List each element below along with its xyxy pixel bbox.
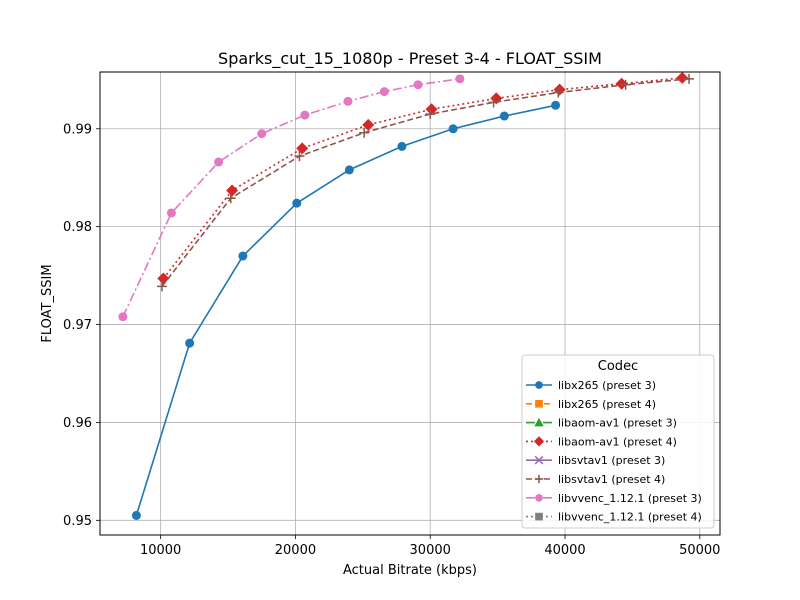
data-point [684, 73, 694, 84]
plot-frame [99, 71, 721, 536]
data-point [676, 71, 689, 84]
data-point [257, 129, 267, 139]
legend-title: Codec [598, 359, 638, 374]
data-point [157, 272, 170, 285]
legend-label: libsvtav1 (preset 3) [558, 454, 665, 467]
legend-label: libx265 (preset 3) [558, 379, 656, 392]
data-point [225, 193, 236, 204]
data-point [413, 80, 423, 90]
series-line [122, 78, 460, 318]
data-point [379, 87, 389, 97]
series-0 [131, 100, 561, 520]
legend-label: libaom-av1 (preset 3) [558, 417, 677, 430]
y-tick-label: 0.98 [63, 220, 92, 235]
x-tick-label: 10000 [140, 543, 181, 558]
data-point [359, 127, 370, 138]
legend-marker [535, 381, 543, 389]
data-point [551, 100, 561, 110]
legend-marker [535, 399, 543, 408]
axes: 10000 20000 30000 40000 50000 0.95 0.96 0.97 0.9… [63, 122, 720, 558]
data-point [166, 208, 176, 218]
x-tick-label: 40000 [544, 543, 585, 558]
data-point [620, 79, 631, 90]
y-axis-label: FLOAT_SSIM [40, 264, 55, 342]
data-point [118, 312, 128, 322]
data-point [343, 96, 353, 106]
data-point [131, 510, 141, 520]
x-tick-label: 30000 [410, 543, 451, 558]
data-point [226, 184, 239, 197]
data-point [214, 157, 224, 167]
data-point [455, 74, 465, 84]
legend-marker [535, 512, 543, 521]
legend-label: libvvenc_1.12.1 (preset 3) [558, 492, 702, 505]
data-point [292, 198, 302, 208]
x-axis-label: Actual Bitrate (kbps) [343, 563, 477, 578]
data-point [157, 281, 167, 292]
legend-label: libvvenc_1.12.1 (preset 4) [558, 511, 702, 524]
legend-marker [534, 455, 544, 465]
data-point [448, 124, 458, 134]
data-point [294, 151, 305, 162]
data-point [499, 111, 509, 121]
series-layer [118, 71, 694, 520]
legend-marker [534, 474, 544, 484]
data-point [362, 118, 375, 131]
series-5 [157, 73, 694, 292]
legend-label: libaom-av1 (preset 4) [558, 435, 677, 448]
chart-title: Sparks_cut_15_1080p - Preset 3-4 - FLOAT… [218, 49, 602, 69]
data-point [488, 97, 499, 108]
legend-label: libx265 (preset 4) [558, 398, 656, 411]
legend-label: libsvtav1 (preset 4) [558, 473, 665, 486]
legend-marker [533, 436, 545, 447]
data-point [425, 109, 436, 120]
data-point [425, 103, 438, 116]
legend-marker [535, 493, 543, 502]
data-point [397, 141, 407, 151]
y-tick-label: 0.96 [63, 416, 92, 431]
series-6 [118, 74, 465, 322]
x-tick-label: 20000 [275, 543, 316, 558]
data-point [553, 87, 564, 98]
data-point [615, 77, 628, 90]
x-tick-label: 50000 [679, 543, 720, 558]
y-tick-label: 0.95 [63, 514, 92, 529]
y-tick-label: 0.99 [63, 122, 92, 137]
legend: Codec libx265 (preset 3) libx265 (preset … [521, 354, 715, 529]
data-point [344, 165, 354, 175]
data-point [185, 338, 195, 348]
y-tick-label: 0.97 [63, 318, 92, 333]
legend-marker [534, 417, 544, 427]
data-point [300, 110, 310, 120]
legend-box [521, 354, 715, 529]
data-point [238, 251, 248, 261]
